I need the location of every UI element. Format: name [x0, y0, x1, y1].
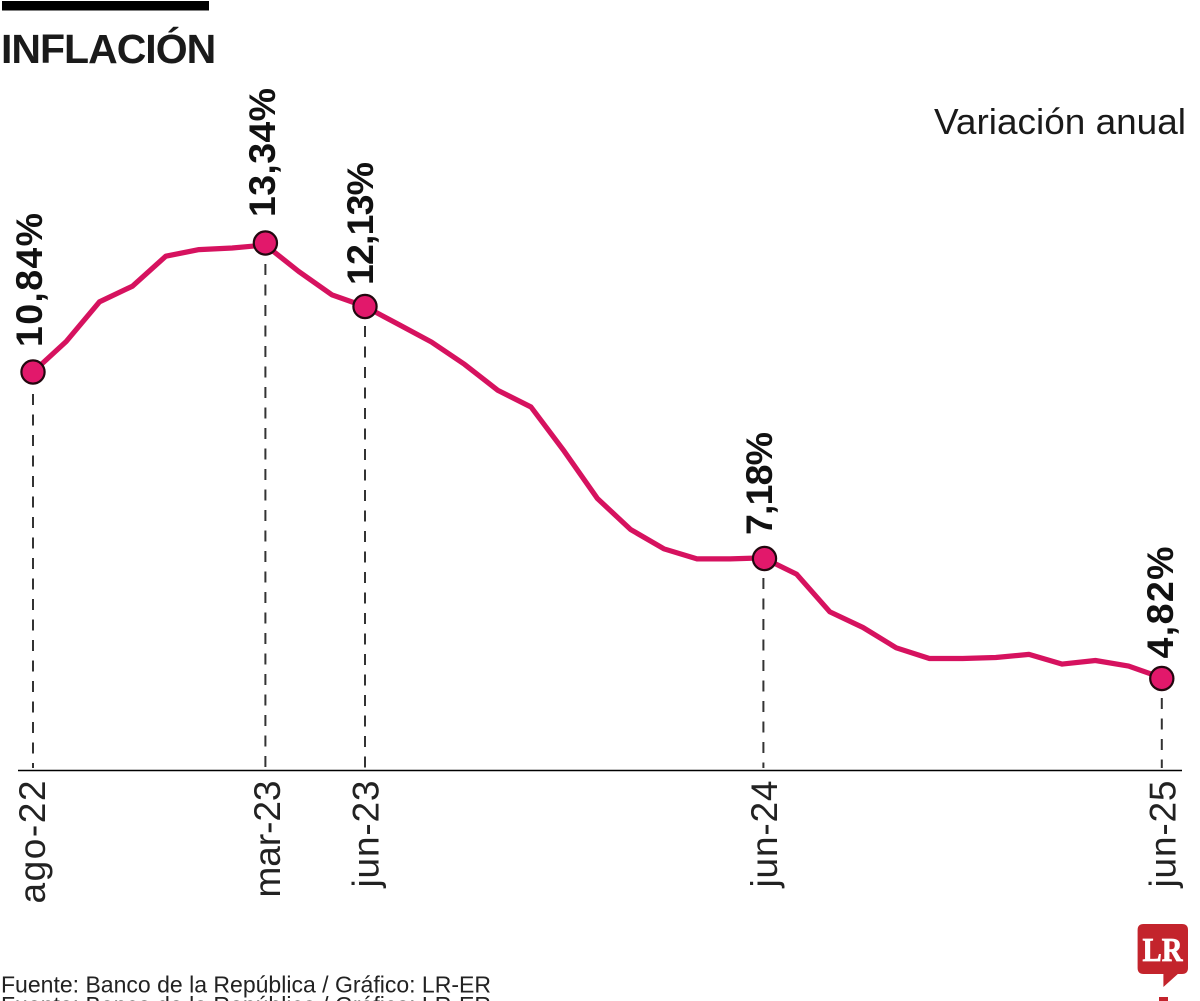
svg-text:Variación anual: Variación anual [934, 101, 1186, 142]
svg-text:10,84%: 10,84% [8, 213, 50, 347]
svg-text:Fuente: Banco de la República: Fuente: Banco de la República / Gráfico:… [1, 992, 491, 1001]
svg-text:INFLACIÓN: INFLACIÓN [1, 26, 215, 72]
svg-text:jun-24: jun-24 [744, 781, 785, 889]
svg-text:7,18%: 7,18% [738, 432, 780, 535]
svg-text:jun-23: jun-23 [346, 781, 387, 889]
svg-text:ago-22: ago-22 [12, 781, 53, 904]
svg-text:LR: LR [1143, 932, 1183, 969]
svg-text:13,34%: 13,34% [241, 88, 283, 217]
svg-text:jun-25: jun-25 [1142, 781, 1183, 889]
svg-text:12,13%: 12,13% [339, 162, 381, 285]
svg-text:mar-23: mar-23 [247, 781, 288, 898]
svg-text:Fuente: Banco de la República: Fuente: Banco de la República / Gráfico:… [1, 972, 491, 998]
svg-text:4,82%: 4,82% [1139, 547, 1181, 659]
